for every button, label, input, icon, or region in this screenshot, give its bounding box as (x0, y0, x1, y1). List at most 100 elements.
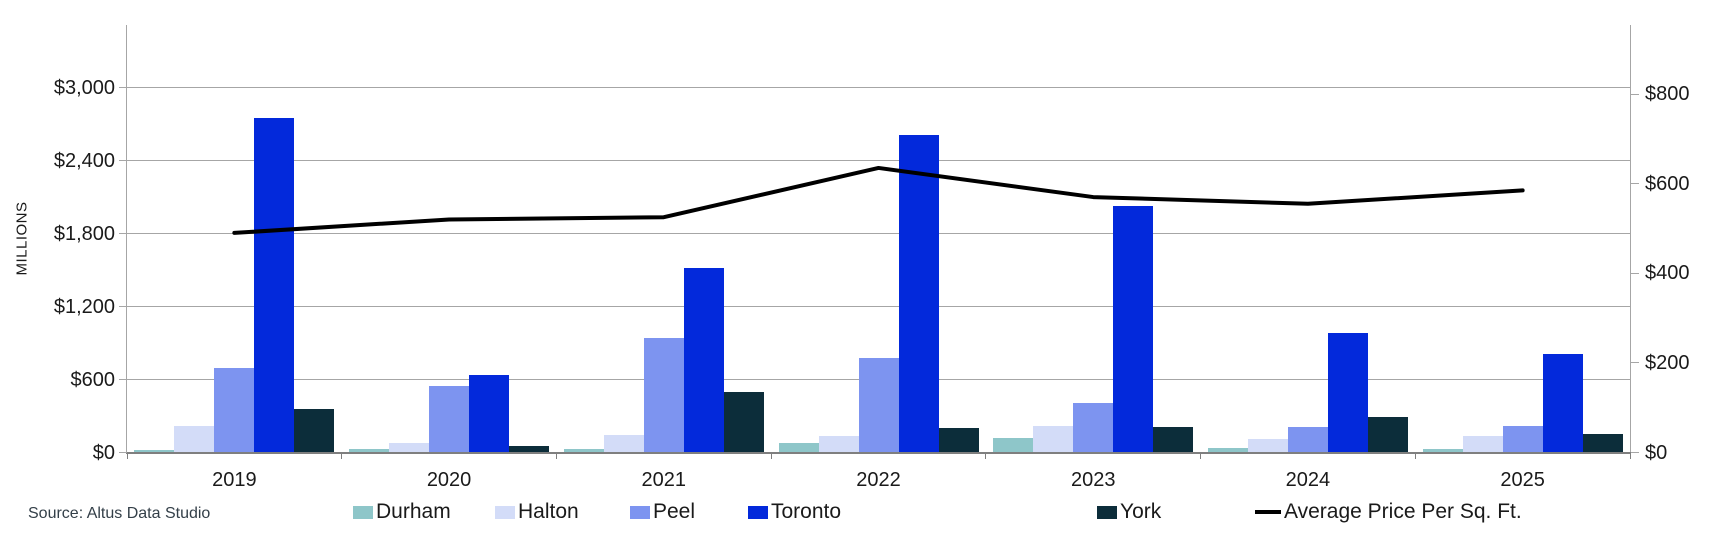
legend-label-average-price: Average Price Per Sq. Ft. (1284, 500, 1522, 523)
bar-peel-2022 (858, 358, 899, 453)
bar-halton-2019 (174, 425, 215, 453)
left-axis-label-1200: $1,200 (53, 295, 115, 318)
x-axis-label-2022: 2022 (856, 468, 901, 491)
left-axis-title: MILLIONS (13, 201, 31, 276)
x-axis-label-2020: 2020 (426, 468, 472, 491)
bar-halton-2025 (1462, 436, 1503, 453)
bar-peel-2021 (643, 337, 684, 453)
left-axis-tick-0 (119, 452, 127, 453)
bar-peel-2023 (1073, 402, 1114, 453)
left-axis-label-600: $600 (70, 368, 116, 391)
x-axis-tick-3 (770, 452, 772, 459)
gridline-3000 (127, 87, 1630, 88)
x-axis-label-2019: 2019 (212, 468, 257, 491)
legend-label-halton: Halton (518, 500, 579, 523)
right-axis-tick-200 (1631, 362, 1639, 364)
x-axis-tick-7 (1629, 452, 1631, 459)
legend-label-durham: Durham (376, 500, 451, 523)
bar-toronto-2023 (1113, 205, 1154, 453)
legend-label-peel: Peel (653, 500, 696, 523)
source-note: Source: Altus Data Studio (28, 505, 211, 522)
bar-halton-2023 (1033, 426, 1074, 453)
bar-toronto-2020 (469, 375, 510, 453)
bar-halton-2022 (818, 436, 859, 453)
bar-durham-2019 (134, 450, 175, 453)
left-axis-line (126, 25, 127, 453)
gridline-1200 (127, 306, 1630, 307)
bar-halton-2024 (1247, 439, 1288, 453)
bar-york-2021 (723, 391, 764, 453)
bar-durham-2024 (1207, 447, 1248, 453)
legend-item-durham: Durham (353, 500, 451, 524)
x-axis-tick-6 (1414, 452, 1416, 459)
bar-toronto-2019 (254, 117, 295, 453)
x-axis-tick-4 (985, 452, 987, 459)
x-axis-tick-0 (126, 452, 128, 459)
right-axis-label-400: $400 (1645, 262, 1690, 285)
right-axis-line (1630, 25, 1631, 453)
bar-peel-2019 (214, 367, 255, 453)
bar-york-2022 (938, 428, 979, 453)
left-axis-tick-3000 (119, 87, 127, 88)
bar-durham-2023 (993, 437, 1034, 453)
bar-toronto-2024 (1327, 332, 1368, 453)
x-axis-label-2025: 2025 (1500, 468, 1545, 491)
bar-durham-2022 (778, 442, 819, 453)
bar-peel-2020 (429, 385, 470, 453)
x-axis-label-2024: 2024 (1285, 468, 1331, 491)
bar-york-2019 (294, 408, 335, 453)
legend-item-average-price: Average Price Per Sq. Ft. (1255, 500, 1522, 524)
right-axis-label-200: $200 (1645, 351, 1690, 374)
left-axis-label-1800: $1,800 (53, 222, 115, 245)
right-axis-tick-0 (1631, 452, 1639, 453)
legend-label-york: York (1120, 500, 1162, 523)
right-axis-label-800: $800 (1645, 83, 1690, 105)
legend-swatch-peel-icon (630, 505, 650, 519)
legend-item-halton: Halton (495, 500, 579, 524)
x-axis-tick-1 (341, 452, 343, 459)
bar-toronto-2021 (683, 268, 724, 453)
x-axis-baseline (126, 451, 1631, 454)
x-axis-label-2021: 2021 (641, 468, 687, 491)
right-axis-label-0: $0 (1645, 441, 1668, 464)
bar-york-2024 (1367, 416, 1408, 453)
gridline-2400 (127, 160, 1630, 161)
gridline-1800 (127, 233, 1630, 234)
legend-item-toronto: Toronto (748, 500, 841, 524)
left-axis-tick-2400 (119, 160, 127, 161)
bar-toronto-2022 (898, 134, 939, 453)
x-axis-label-2023: 2023 (1070, 468, 1116, 491)
bar-halton-2021 (603, 435, 644, 453)
left-axis-label-0: $0 (92, 441, 115, 464)
right-axis-tick-800 (1631, 93, 1639, 95)
left-axis-tick-1200 (119, 306, 127, 307)
left-axis-label-2400: $2,400 (53, 149, 115, 172)
bar-durham-2020 (349, 448, 390, 453)
legend-swatch-toronto-icon (748, 505, 768, 519)
legend-item-york: York (1097, 500, 1161, 524)
bar-durham-2021 (563, 448, 604, 453)
bar-york-2023 (1153, 426, 1194, 453)
legend-label-toronto: Toronto (771, 500, 842, 523)
right-axis-tick-600 (1631, 183, 1639, 185)
bar-york-2020 (509, 445, 550, 453)
right-axis-tick-400 (1631, 272, 1639, 274)
left-axis-tick-1800 (119, 233, 127, 234)
legend-swatch-york-icon (1097, 505, 1117, 519)
bar-york-2025 (1582, 433, 1623, 453)
left-axis-label-3000: $3,000 (53, 76, 115, 99)
x-axis-tick-5 (1200, 452, 1202, 459)
left-axis-tick-600 (119, 379, 127, 380)
bar-durham-2025 (1422, 448, 1463, 453)
average-price-polyline (232, 165, 1525, 235)
bar-toronto-2025 (1542, 353, 1583, 453)
bar-peel-2024 (1287, 426, 1328, 453)
legend-item-peel: Peel (630, 500, 695, 524)
bar-halton-2020 (389, 442, 430, 453)
x-axis-tick-2 (555, 452, 557, 459)
legend-line-swatch-icon (1255, 510, 1281, 514)
right-axis-label-600: $600 (1645, 172, 1690, 195)
bar-peel-2025 (1502, 426, 1543, 453)
legend-swatch-halton-icon (495, 505, 515, 519)
